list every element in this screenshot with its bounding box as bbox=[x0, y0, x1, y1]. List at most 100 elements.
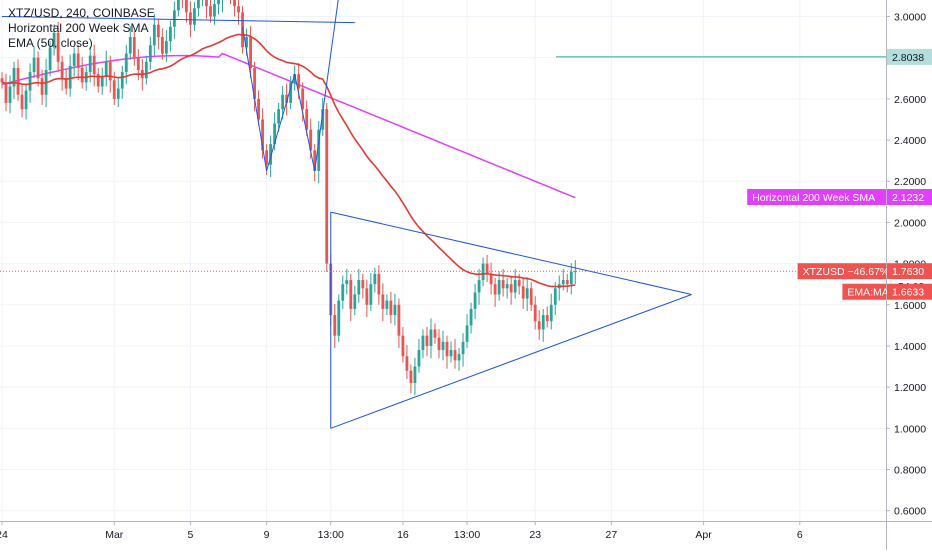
candle-body bbox=[309, 129, 313, 151]
candle-body bbox=[277, 109, 281, 124]
candle-body bbox=[289, 82, 293, 103]
candle-body bbox=[425, 335, 429, 346]
candle-body bbox=[233, 0, 236, 7]
candle-body bbox=[325, 109, 329, 264]
y-tick-label: 1.2000 bbox=[894, 382, 926, 394]
candle-body bbox=[465, 325, 469, 342]
candle-body bbox=[205, 0, 208, 7]
candle-body bbox=[485, 263, 489, 274]
candle-body bbox=[441, 341, 445, 351]
candle-body bbox=[72, 53, 76, 66]
x-tick-label: 5 bbox=[188, 529, 194, 541]
chart-legend[interactable]: XTZ/USD, 240, COINBASE Horizontal 200 We… bbox=[8, 6, 155, 51]
candle-body bbox=[393, 304, 397, 316]
candle-body bbox=[353, 294, 357, 309]
candle-body bbox=[160, 37, 164, 54]
ema-polyline bbox=[1, 33, 576, 288]
candle-body bbox=[497, 280, 501, 295]
x-tick-label: 13:00 bbox=[318, 529, 344, 541]
candle-body bbox=[249, 37, 252, 68]
price-badges: 2.8038 Horizontal 200 Week SMA 2.1232 XTZUS… bbox=[747, 48, 932, 300]
candle-body bbox=[405, 356, 409, 371]
candle-body bbox=[561, 280, 565, 285]
candle-body bbox=[261, 119, 264, 151]
y-tick-label: 1.0000 bbox=[894, 423, 926, 435]
last-badge-value: 1.7630 bbox=[892, 266, 924, 278]
candle-body bbox=[509, 284, 513, 293]
candle-body bbox=[104, 61, 108, 77]
candle-body bbox=[76, 53, 80, 68]
candle-body bbox=[549, 304, 553, 322]
candle-body bbox=[433, 329, 437, 338]
candle-body bbox=[56, 32, 60, 62]
candle-body bbox=[36, 57, 40, 79]
last-label-text: XTZUSD −46.67% bbox=[803, 266, 890, 278]
candle-body bbox=[317, 129, 321, 171]
sma-badge-value: 2.1232 bbox=[892, 192, 924, 204]
candle-body bbox=[52, 32, 56, 48]
candle-body bbox=[409, 370, 413, 384]
candle-body bbox=[517, 280, 521, 287]
y-tick-label: 2.2000 bbox=[894, 176, 926, 188]
ema-line bbox=[1, 33, 576, 288]
candle-body bbox=[461, 341, 465, 355]
candle-body bbox=[489, 273, 493, 285]
sma-curve bbox=[1, 52, 576, 199]
candle-body bbox=[32, 57, 36, 73]
candle-body bbox=[209, 6, 212, 17]
hline-badge-value: 2.8038 bbox=[892, 52, 924, 64]
candle-body bbox=[365, 288, 369, 305]
ema-badge-value: 1.6633 bbox=[892, 287, 924, 299]
candle-body bbox=[100, 76, 104, 87]
candle-body bbox=[12, 67, 16, 87]
ema-label-text: EMA:MA bbox=[847, 287, 888, 299]
legend-sma-study[interactable]: Horizontal 200 Week SMA bbox=[8, 21, 149, 35]
candle-body bbox=[185, 0, 188, 13]
candle-body bbox=[88, 55, 92, 73]
candle-body bbox=[48, 47, 52, 71]
candle-body bbox=[337, 300, 341, 336]
candle-body bbox=[401, 335, 405, 357]
candle-body bbox=[213, 4, 216, 17]
candle-body bbox=[197, 0, 200, 9]
candle-body bbox=[144, 61, 148, 79]
candle-body bbox=[477, 280, 481, 293]
ema-badge-box bbox=[887, 283, 932, 300]
candle-body bbox=[112, 80, 116, 99]
candle-body bbox=[128, 37, 132, 54]
candle-body bbox=[357, 280, 361, 295]
candle-body bbox=[481, 263, 485, 281]
ema-label-box bbox=[842, 283, 886, 300]
legend-ema-study[interactable]: EMA (50, close) bbox=[8, 36, 93, 50]
x-tick-label: 24 bbox=[0, 529, 8, 541]
candle-body bbox=[285, 94, 289, 103]
candle-body bbox=[573, 271, 577, 273]
candle-body bbox=[168, 26, 172, 42]
candle-body bbox=[80, 67, 84, 83]
y-tick-label: 1.6000 bbox=[894, 300, 926, 312]
candle-body bbox=[437, 337, 441, 351]
x-tick-label: 6 bbox=[797, 529, 803, 541]
candle-body bbox=[301, 88, 305, 110]
candle-body bbox=[124, 53, 128, 73]
candle-body bbox=[521, 286, 525, 299]
candle-body bbox=[28, 72, 32, 91]
candle-body bbox=[116, 88, 120, 99]
candle-body bbox=[64, 78, 68, 89]
candle-body bbox=[385, 300, 389, 309]
candle-body bbox=[533, 304, 537, 322]
candle-body bbox=[156, 24, 160, 38]
top-trendline bbox=[1, 15, 355, 24]
candle-body bbox=[505, 284, 509, 289]
candle-body bbox=[281, 94, 285, 110]
candle-body bbox=[333, 315, 337, 336]
legend-symbol[interactable]: XTZ/USD, 240, COINBASE bbox=[8, 6, 155, 20]
candle-body bbox=[293, 74, 297, 83]
trendline-drawings[interactable] bbox=[1, 0, 886, 429]
candle-body bbox=[172, 10, 176, 27]
candle-body bbox=[305, 109, 309, 130]
candle-body bbox=[525, 288, 529, 299]
